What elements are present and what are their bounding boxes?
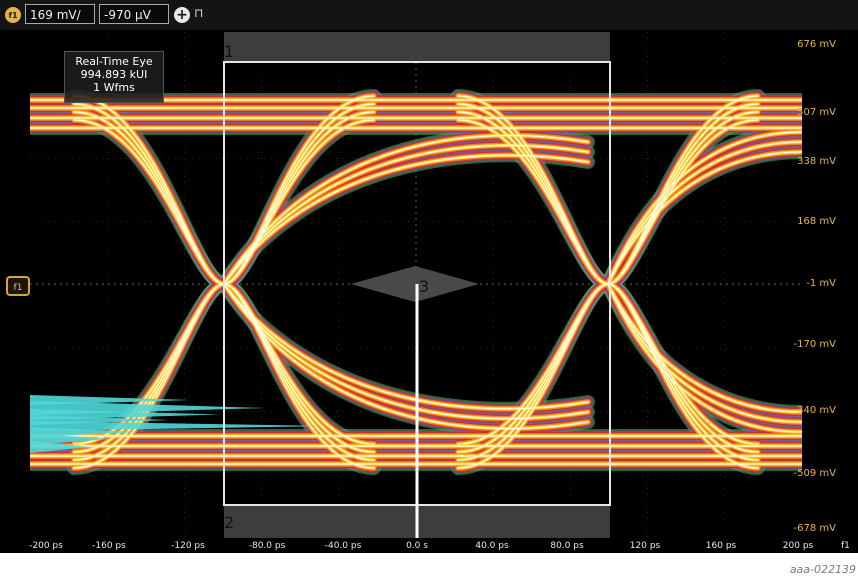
x-tick-label: -40.0 ps: [324, 541, 362, 551]
channel-badge[interactable]: f1: [5, 7, 21, 23]
cursor-label-3: 3: [419, 277, 430, 296]
y-tick-label: 676 mV: [797, 39, 836, 50]
cyan-spike: [30, 441, 90, 453]
x-tick-label: -160 ps: [92, 541, 126, 551]
x-tick-label: -80.0 ps: [248, 541, 286, 551]
figure-caption: aaa-022139: [789, 563, 856, 576]
trace-path: [607, 141, 802, 285]
x-tick-label: 40.0 ps: [475, 541, 509, 551]
x-source-label: f1: [841, 541, 850, 551]
cursor-label-1: 1: [224, 42, 235, 61]
reference-marker-icon[interactable]: f1: [6, 276, 30, 296]
y-tick-label: 168 mV: [797, 216, 836, 227]
center-diamond[interactable]: [351, 266, 479, 302]
x-tick-label: 160 ps: [705, 541, 737, 551]
cyan-spikes: [30, 395, 330, 453]
cursor-label-2: 2: [224, 513, 235, 532]
trace-path: [607, 283, 802, 413]
x-tick-label: 200 ps: [782, 541, 814, 551]
cyan-spike: [30, 427, 140, 437]
add-icon[interactable]: +: [174, 7, 190, 23]
y-tick-label: 338 mV: [797, 156, 836, 167]
trace-path: [607, 283, 802, 433]
trace-path: [223, 283, 589, 420]
cyan-spike: [30, 421, 330, 431]
info-title: Real-Time Eye: [75, 55, 153, 68]
y-tick-label: -340 mV: [793, 405, 836, 416]
offset-field[interactable]: -970 µV: [99, 4, 169, 24]
toolbar: f1 169 mV/ -970 µV + ⊓: [0, 0, 858, 30]
trace-path: [223, 283, 589, 430]
cyan-spike: [30, 433, 110, 445]
cyan-spike: [30, 395, 190, 405]
trace-path: [607, 151, 802, 285]
y-tick-label: -1 mV: [806, 278, 836, 289]
eye-diagram: [30, 32, 802, 538]
trace-path: [607, 131, 802, 285]
info-ui: 994.893 kUI: [80, 68, 148, 81]
trace-path: [223, 134, 589, 285]
x-tick-label: 0.0 s: [406, 541, 428, 551]
y-tick-label: -170 mV: [793, 339, 836, 350]
trace-path: [223, 154, 589, 285]
y-tick-label: -678 mV: [793, 523, 836, 534]
x-tick-label: 80.0 ps: [550, 541, 584, 551]
trace-path: [223, 144, 589, 285]
y-tick-label: -509 mV: [793, 468, 836, 479]
x-tick-label: -120 ps: [171, 541, 205, 551]
trace-path: [607, 283, 802, 423]
info-panel: Real-Time Eye 994.893 kUI 1 Wfms: [64, 51, 164, 103]
trace-path: [223, 283, 589, 410]
x-tick-label: -200 ps: [29, 541, 63, 551]
y-tick-label: 507 mV: [797, 107, 836, 118]
pin-icon[interactable]: ⊓: [194, 6, 204, 20]
scale-field[interactable]: 169 mV/: [25, 4, 95, 24]
info-wfms: 1 Wfms: [93, 81, 135, 94]
x-tick-label: 120 ps: [629, 541, 661, 551]
cursor-top-band: [224, 32, 610, 62]
